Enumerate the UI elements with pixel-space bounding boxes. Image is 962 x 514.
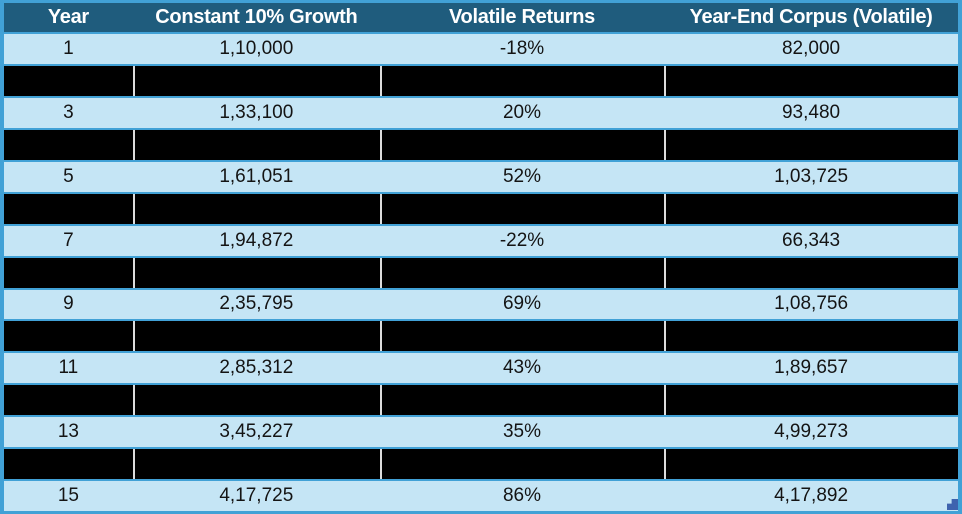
table-cell[interactable] bbox=[4, 194, 133, 224]
table-cell[interactable]: 35% bbox=[502, 421, 542, 443]
table-row: 3 1,33,100 20% 93,480 bbox=[4, 97, 958, 128]
header-cell-constant-growth[interactable]: Constant 10% Growth bbox=[155, 6, 358, 28]
table-cell[interactable] bbox=[379, 321, 664, 352]
table-cell[interactable]: 15 bbox=[57, 485, 79, 507]
table-cell[interactable] bbox=[664, 385, 958, 416]
table-cell[interactable] bbox=[4, 449, 133, 479]
table-cell[interactable] bbox=[379, 385, 664, 416]
table-cell[interactable]: 82,000 bbox=[781, 37, 841, 59]
table-row: 5 1,61,051 52% 1,03,725 bbox=[4, 161, 958, 192]
table-cell[interactable] bbox=[4, 130, 133, 160]
header-cell-year-end-corpus[interactable]: Year-End Corpus (Volatile) bbox=[689, 6, 933, 28]
table-cell[interactable]: 1,08,756 bbox=[774, 293, 849, 315]
header-cell-year[interactable]: Year bbox=[47, 6, 89, 28]
table-row: 13 3,45,227 35% 4,99,273 bbox=[4, 417, 958, 448]
table-cell[interactable]: 1,03,725 bbox=[774, 165, 849, 187]
table-cell[interactable]: 66,343 bbox=[781, 229, 841, 251]
table-cell[interactable]: 3,45,227 bbox=[219, 421, 294, 443]
selection-fill-handle-icon[interactable] bbox=[947, 499, 958, 510]
table-row-redacted bbox=[4, 321, 958, 352]
table-cell[interactable]: 2,85,312 bbox=[219, 357, 294, 379]
table-header-row: Year Constant 10% Growth Volatile Return… bbox=[4, 3, 958, 32]
table-cell[interactable] bbox=[132, 449, 380, 480]
table-cell[interactable]: 1,10,000 bbox=[219, 37, 294, 59]
table-cell[interactable]: -22% bbox=[499, 229, 545, 251]
table-row-redacted bbox=[4, 449, 958, 480]
table-cell[interactable] bbox=[664, 257, 958, 288]
table-cell[interactable] bbox=[4, 258, 133, 288]
table-cell[interactable] bbox=[379, 193, 664, 224]
table-cell[interactable] bbox=[664, 321, 958, 352]
table-cell[interactable]: -18% bbox=[499, 37, 545, 59]
table-cell[interactable] bbox=[4, 321, 133, 351]
table-cell[interactable] bbox=[132, 193, 380, 224]
table-row: 7 1,94,872 -22% 66,343 bbox=[4, 225, 958, 256]
table-row-redacted bbox=[4, 129, 958, 160]
table-row-redacted bbox=[4, 193, 958, 224]
table-cell[interactable] bbox=[132, 65, 380, 96]
table-row-redacted bbox=[4, 65, 958, 96]
table-cell[interactable] bbox=[664, 129, 958, 160]
table-cell[interactable]: 1 bbox=[63, 37, 74, 59]
header-cell-volatile-returns[interactable]: Volatile Returns bbox=[449, 6, 595, 28]
table-cell[interactable]: 5 bbox=[63, 165, 74, 187]
table-cell[interactable]: 43% bbox=[502, 357, 542, 379]
table-cell[interactable]: 4,99,273 bbox=[774, 421, 849, 443]
table-row-redacted bbox=[4, 385, 958, 416]
table-cell[interactable]: 2,35,795 bbox=[219, 293, 294, 315]
table-cell[interactable] bbox=[132, 257, 380, 288]
table-cell[interactable] bbox=[379, 449, 664, 480]
table-cell[interactable]: 13 bbox=[57, 421, 79, 443]
table-cell[interactable]: 69% bbox=[502, 293, 542, 315]
table-cell[interactable] bbox=[132, 129, 380, 160]
table-cell[interactable]: 4,17,892 bbox=[774, 485, 849, 507]
table-row: 9 2,35,795 69% 1,08,756 bbox=[4, 289, 958, 320]
table-cell[interactable]: 93,480 bbox=[781, 101, 841, 123]
table-cell[interactable]: 9 bbox=[63, 293, 74, 315]
table-cell[interactable]: 7 bbox=[63, 229, 74, 251]
table-cell[interactable]: 1,94,872 bbox=[219, 229, 294, 251]
table-cell[interactable]: 1,33,100 bbox=[219, 101, 294, 123]
table-row: 15 4,17,725 86% 4,17,892 bbox=[4, 481, 958, 512]
table-cell[interactable]: 1,89,657 bbox=[774, 357, 849, 379]
table-cell[interactable]: 4,17,725 bbox=[219, 485, 294, 507]
table-cell[interactable]: 52% bbox=[502, 165, 542, 187]
table-cell[interactable] bbox=[4, 385, 133, 415]
table-cell[interactable] bbox=[4, 66, 133, 96]
table-cell[interactable] bbox=[664, 449, 958, 480]
table-cell[interactable]: 1,61,051 bbox=[219, 165, 294, 187]
table-cell[interactable] bbox=[664, 193, 958, 224]
table-row: 11 2,85,312 43% 1,89,657 bbox=[4, 353, 958, 384]
table-cell[interactable] bbox=[664, 65, 958, 96]
table-row: 1 1,10,000 -18% 82,000 bbox=[4, 34, 958, 64]
table-cell[interactable]: 11 bbox=[58, 357, 79, 379]
table-cell[interactable]: 86% bbox=[502, 485, 542, 507]
table-row-redacted bbox=[4, 257, 958, 288]
table-cell[interactable] bbox=[379, 129, 664, 160]
table-cell[interactable] bbox=[379, 65, 664, 96]
table-cell[interactable]: 20% bbox=[502, 101, 542, 123]
table-cell[interactable] bbox=[379, 257, 664, 288]
table-cell[interactable] bbox=[132, 385, 380, 416]
table-cell[interactable]: 3 bbox=[63, 101, 74, 123]
table-cell[interactable] bbox=[132, 321, 380, 352]
